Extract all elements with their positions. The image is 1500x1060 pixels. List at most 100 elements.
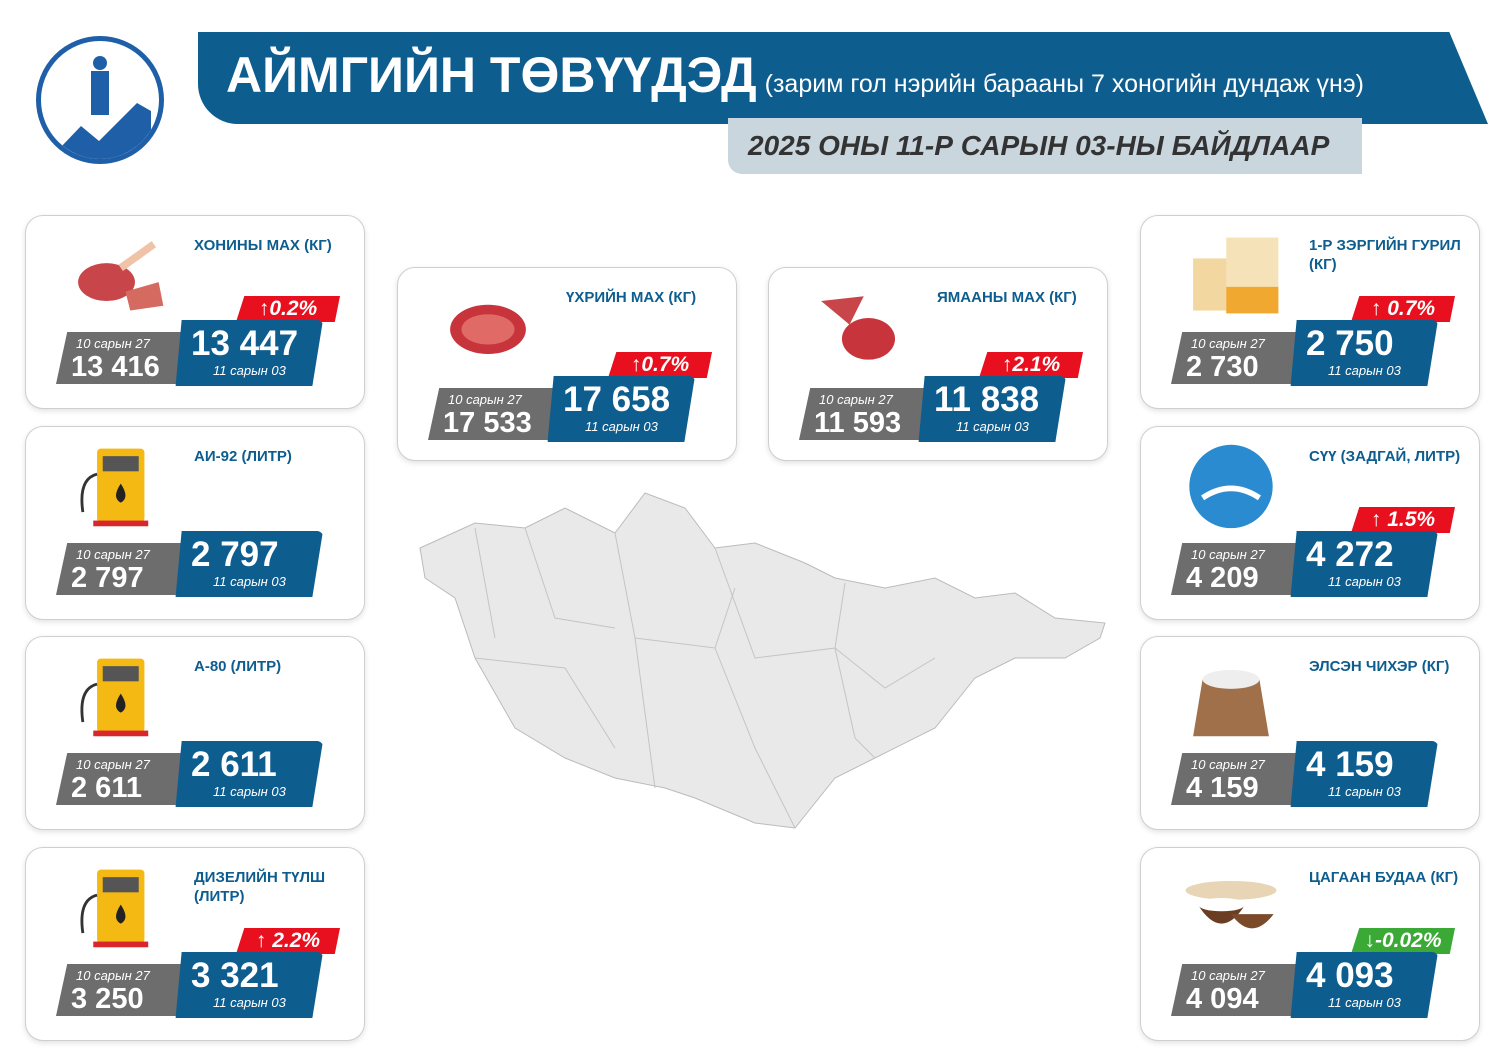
price-card: ЭЛСЭН ЧИХЭР (КГ) 10 сарын 27 4 159 4 159 1… xyxy=(1140,636,1480,830)
current-price: 4 272 11 сарын 03 xyxy=(1286,531,1438,597)
header-banner: АЙМГИЙН ТӨВҮҮДЭД (зарим гол нэрийн бараан… xyxy=(198,32,1488,124)
product-name: СҮҮ (ЗАДГАЙ, ЛИТР) xyxy=(1309,448,1461,465)
previous-value: 4 159 xyxy=(1186,772,1259,804)
previous-price: 10 сарын 27 11 593 xyxy=(799,388,939,440)
goat-meat-icon xyxy=(821,296,895,360)
change-badge: ↑2.1% xyxy=(979,352,1083,378)
current-value: 13 447 xyxy=(191,324,299,363)
rice-bowl-icon xyxy=(1185,880,1277,929)
current-price: 11 838 11 сарын 03 xyxy=(914,376,1066,442)
price-card: А-80 (ЛИТР) 10 сарын 27 2 611 2 611 11 сар… xyxy=(25,636,365,830)
current-value: 17 658 xyxy=(563,380,671,419)
price-card: ХОНИНЫ МАХ (КГ) ↑0.2% 10 сарын 27 13 416 … xyxy=(25,215,365,409)
previous-date: 10 сарын 27 xyxy=(76,336,150,351)
current-value: 4 272 xyxy=(1306,535,1394,574)
product-name: АИ-92 (ЛИТР) xyxy=(194,448,292,465)
current-value: 2 750 xyxy=(1306,324,1394,363)
current-date: 11 сарын 03 xyxy=(1328,784,1401,799)
current-price: 2 750 11 сарын 03 xyxy=(1286,320,1438,386)
current-price: 3 321 11 сарын 03 xyxy=(171,952,323,1018)
current-price: 4 159 11 сарын 03 xyxy=(1286,741,1438,807)
date-banner: 2025 ОНЫ 11-Р САРЫН 03-НЫ БАЙДЛААР xyxy=(728,118,1362,174)
current-value: 4 159 xyxy=(1306,745,1394,784)
price-card: ЯМААНЫ МАХ (КГ) ↑2.1% 10 сарын 27 11 593 … xyxy=(768,267,1108,461)
previous-value: 11 593 xyxy=(814,407,902,439)
current-date: 11 сарын 03 xyxy=(213,363,286,378)
current-value: 3 321 xyxy=(191,956,279,995)
current-date: 11 сарын 03 xyxy=(213,995,286,1010)
current-price: 13 447 11 сарын 03 xyxy=(171,320,323,386)
previous-value: 2 730 xyxy=(1186,351,1259,383)
previous-value: 2 611 xyxy=(71,772,142,804)
fuel-pump-icon xyxy=(80,869,149,948)
product-name: ЯМААНЫ МАХ (КГ) xyxy=(937,289,1077,306)
beef-icon xyxy=(450,304,526,354)
previous-price: 10 сарын 27 4 159 xyxy=(1171,753,1311,805)
previous-date: 10 сарын 27 xyxy=(819,392,893,407)
previous-value: 4 209 xyxy=(1186,562,1259,594)
page-subtitle: (зарим гол нэрийн барааны 7 хоногийн дун… xyxy=(764,70,1364,98)
current-price: 2 797 11 сарын 03 xyxy=(171,531,323,597)
page-title: АЙМГИЙН ТӨВҮҮДЭД xyxy=(226,47,757,103)
product-name: ХОНИНЫ МАХ (КГ) xyxy=(194,237,332,254)
fuel-pump-icon xyxy=(80,658,149,737)
current-value: 2 611 xyxy=(191,745,277,784)
previous-price: 10 сарын 27 2 611 xyxy=(56,753,196,805)
milk-icon xyxy=(1189,444,1273,529)
previous-price: 10 сарын 27 2 730 xyxy=(1171,332,1311,384)
previous-date: 10 сарын 27 xyxy=(1191,547,1265,562)
product-name: 1-Р ЗЭРГИЙН ГУРИЛ (КГ) xyxy=(1309,237,1461,273)
current-date: 11 сарын 03 xyxy=(956,419,1029,434)
previous-value: 17 533 xyxy=(443,407,532,439)
previous-date: 10 сарын 27 xyxy=(76,547,150,562)
current-price: 2 611 11 сарын 03 xyxy=(171,741,323,807)
mutton-icon xyxy=(78,241,164,311)
previous-price: 10 сарын 27 17 533 xyxy=(428,388,568,440)
report-date: 2025 ОНЫ 11-Р САРЫН 03-НЫ БАЙДЛААР xyxy=(748,130,1330,161)
current-date: 11 сарын 03 xyxy=(213,784,286,799)
current-date: 11 сарын 03 xyxy=(1328,574,1401,589)
current-value: 4 093 xyxy=(1306,956,1394,995)
current-value: 11 838 xyxy=(934,380,1040,419)
logo xyxy=(36,36,164,164)
previous-date: 10 сарын 27 xyxy=(448,392,522,407)
previous-date: 10 сарын 27 xyxy=(1191,336,1265,351)
fuel-pump-icon xyxy=(80,448,149,527)
price-card: ЦАГААН БУДАА (КГ) ↓-0.02% 10 сарын 27 4 0… xyxy=(1140,847,1480,1041)
previous-date: 10 сарын 27 xyxy=(76,757,150,772)
product-name: ДИЗЕЛИЙН ТҮЛШ (ЛИТР) xyxy=(194,869,326,905)
previous-date: 10 сарын 27 xyxy=(76,968,150,983)
previous-value: 2 797 xyxy=(71,562,144,594)
price-card: АИ-92 (ЛИТР) 10 сарын 27 2 797 2 797 11 са… xyxy=(25,426,365,620)
change-badge: ↑0.7% xyxy=(608,352,712,378)
previous-price: 10 сарын 27 4 094 xyxy=(1171,964,1311,1016)
previous-date: 10 сарын 27 xyxy=(1191,968,1265,983)
previous-price: 10 сарын 27 13 416 xyxy=(56,332,196,384)
current-date: 11 сарын 03 xyxy=(585,419,658,434)
change-badge: ↓-0.02% xyxy=(1351,928,1455,954)
previous-value: 4 094 xyxy=(1186,983,1259,1015)
product-name: ЦАГААН БУДАА (КГ) xyxy=(1309,869,1459,886)
change-badge: ↑ 1.5% xyxy=(1351,507,1455,533)
mongolia-map xyxy=(419,492,1106,829)
sugar-sack-icon xyxy=(1193,669,1269,737)
change-badge: ↑ 0.7% xyxy=(1351,296,1455,322)
product-name: ЭЛСЭН ЧИХЭР (КГ) xyxy=(1309,658,1450,675)
current-price: 4 093 11 сарын 03 xyxy=(1286,952,1438,1018)
current-date: 11 сарын 03 xyxy=(1328,363,1401,378)
product-name: ҮХРИЙН МАХ (КГ) xyxy=(566,289,697,306)
current-date: 11 сарын 03 xyxy=(213,574,286,589)
price-card: 1-Р ЗЭРГИЙН ГУРИЛ (КГ) ↑ 0.7% 10 сарын 2… xyxy=(1140,215,1480,409)
current-date: 11 сарын 03 xyxy=(1328,995,1401,1010)
current-price: 17 658 11 сарын 03 xyxy=(543,376,695,442)
price-card: СҮҮ (ЗАДГАЙ, ЛИТР) ↑ 1.5% 10 сарын 27 4 2… xyxy=(1140,426,1480,620)
previous-date: 10 сарын 27 xyxy=(1191,757,1265,772)
product-name: А-80 (ЛИТР) xyxy=(194,658,282,675)
price-card: ҮХРИЙН МАХ (КГ) ↑0.7% 10 сарын 27 17 533 … xyxy=(397,267,737,461)
previous-price: 10 сарын 27 3 250 xyxy=(56,964,196,1016)
previous-price: 10 сарын 27 4 209 xyxy=(1171,543,1311,595)
previous-value: 13 416 xyxy=(71,351,160,383)
previous-value: 3 250 xyxy=(71,983,144,1015)
current-value: 2 797 xyxy=(191,535,279,574)
change-badge: ↑ 2.2% xyxy=(236,928,340,954)
